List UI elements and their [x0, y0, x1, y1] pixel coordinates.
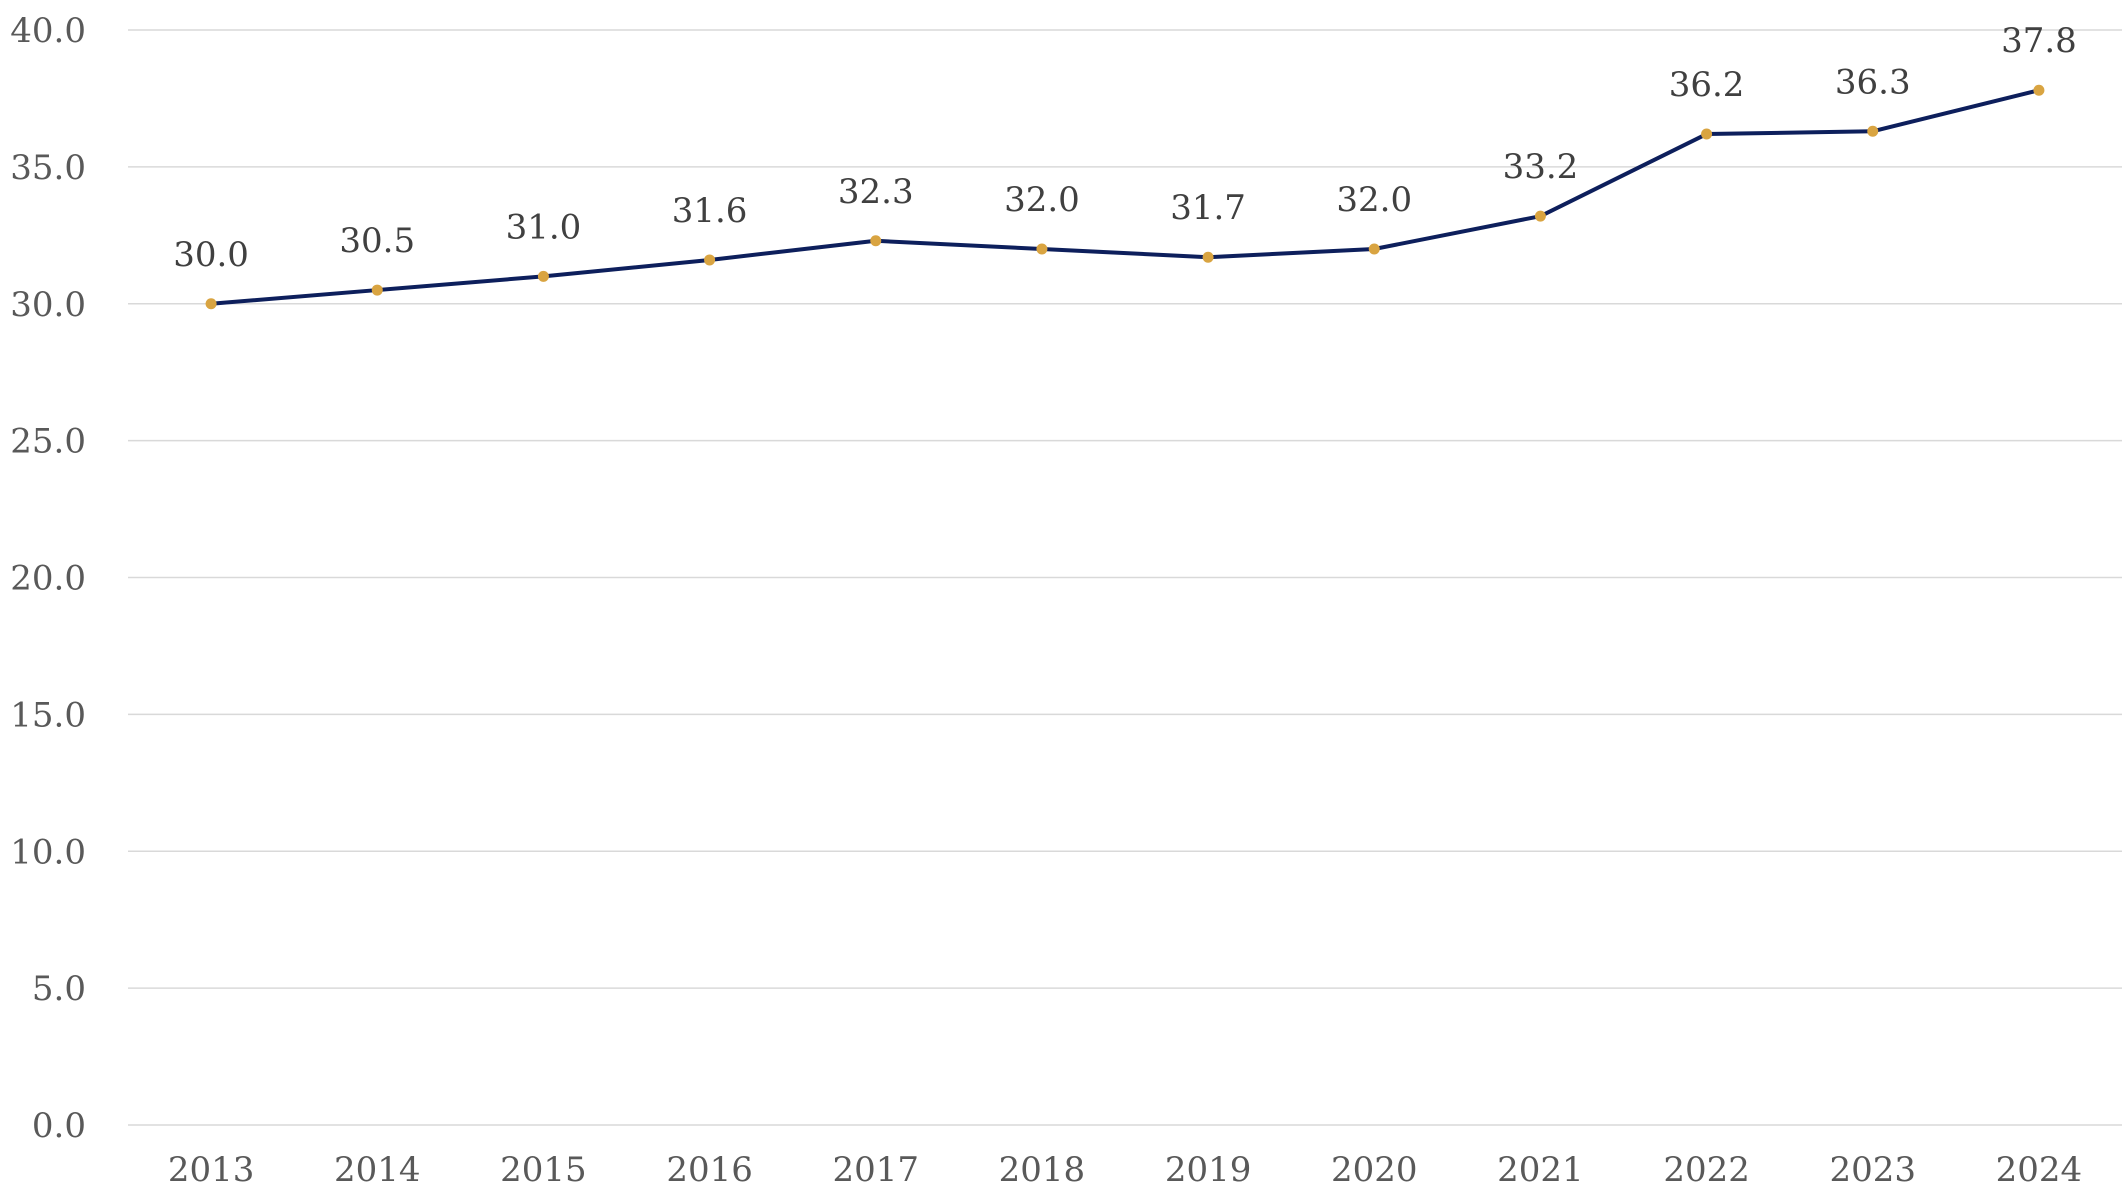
- data-label-layer: 30.0 30.5 31.0 31.6 32.3 32.0 31.7 32.0 33.2 36.2…: [173, 21, 2077, 275]
- x-tick-label: 2021: [1497, 1150, 1584, 1190]
- data-label: 31.6: [672, 191, 748, 231]
- data-label: 36.2: [1669, 65, 1745, 105]
- data-point-marker: [1368, 243, 1380, 255]
- y-tick-label: 10.0: [10, 832, 86, 872]
- data-point-marker: [1534, 210, 1546, 222]
- data-point-marker: [2033, 84, 2045, 96]
- data-point-marker: [1036, 243, 1048, 255]
- y-tick-label: 5.0: [32, 969, 86, 1009]
- x-tick-label: 2013: [168, 1150, 255, 1190]
- data-label: 31.0: [506, 207, 582, 247]
- x-axis-tick-labels: 2013 2014 2015 2016 2017 2018 2019 2020 2021 2022…: [168, 1150, 2082, 1190]
- data-label: 32.0: [1004, 180, 1080, 220]
- x-tick-label: 2017: [832, 1150, 919, 1190]
- data-label: 32.3: [838, 172, 914, 212]
- x-tick-label: 2020: [1331, 1150, 1418, 1190]
- data-label: 31.7: [1170, 188, 1246, 228]
- data-point-marker: [205, 298, 217, 310]
- x-tick-label: 2019: [1165, 1150, 1252, 1190]
- series-line: [209, 88, 2041, 306]
- x-tick-label: 2023: [1829, 1150, 1916, 1190]
- y-tick-label: 30.0: [10, 285, 86, 325]
- data-point-marker: [537, 270, 549, 282]
- data-point-marker: [704, 254, 716, 266]
- x-tick-label: 2024: [1996, 1150, 2083, 1190]
- data-label: 36.3: [1835, 62, 1911, 102]
- y-axis-tick-labels: 0.0 5.0 10.0 15.0 20.0 25.0 30.0 35.0 40.0: [10, 11, 86, 1146]
- data-point-marker: [870, 235, 882, 247]
- data-label: 32.0: [1336, 180, 1412, 220]
- y-tick-label: 20.0: [10, 559, 86, 599]
- x-tick-label: 2015: [500, 1150, 587, 1190]
- data-point-marker: [371, 284, 383, 296]
- data-label: 37.8: [2001, 21, 2077, 61]
- x-tick-label: 2018: [999, 1150, 1086, 1190]
- x-tick-label: 2016: [666, 1150, 753, 1190]
- data-label: 33.2: [1503, 147, 1579, 187]
- x-tick-label: 2014: [334, 1150, 421, 1190]
- data-point-marker: [1202, 251, 1214, 263]
- y-tick-label: 40.0: [10, 11, 86, 51]
- y-tick-label: 25.0: [10, 422, 86, 462]
- series-layer: [209, 88, 2041, 306]
- x-tick-label: 2022: [1663, 1150, 1750, 1190]
- data-label: 30.0: [173, 235, 249, 275]
- y-tick-label: 0.0: [32, 1106, 86, 1146]
- marker-layer: [205, 84, 2045, 310]
- gridlines: [128, 29, 2122, 1126]
- y-tick-label: 35.0: [10, 148, 86, 188]
- data-label: 30.5: [339, 221, 415, 261]
- data-point-marker: [1867, 125, 1879, 137]
- data-point-marker: [1701, 128, 1713, 140]
- y-tick-label: 15.0: [10, 695, 86, 735]
